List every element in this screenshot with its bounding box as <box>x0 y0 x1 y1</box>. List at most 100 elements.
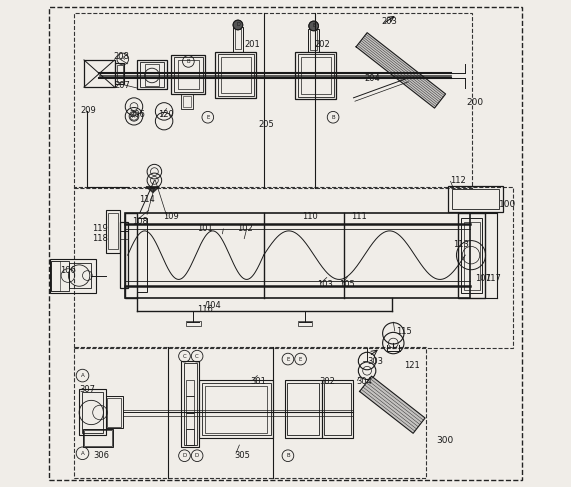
Text: 201: 201 <box>244 40 260 49</box>
Bar <box>284 380 322 438</box>
Bar <box>106 209 120 253</box>
Text: 106: 106 <box>60 266 75 275</box>
Bar <box>83 429 113 448</box>
Text: 307: 307 <box>79 385 95 393</box>
Text: 303: 303 <box>367 356 383 366</box>
Bar <box>202 383 271 435</box>
Bar <box>183 96 191 107</box>
Text: A: A <box>121 56 124 61</box>
Text: 119: 119 <box>93 225 108 233</box>
Bar <box>324 383 351 435</box>
Polygon shape <box>356 33 445 108</box>
Bar <box>120 222 128 288</box>
Bar <box>51 261 70 291</box>
Text: 111: 111 <box>351 212 367 221</box>
Text: D: D <box>182 453 187 458</box>
Text: A: A <box>81 373 85 378</box>
Bar <box>186 396 194 413</box>
Bar <box>181 94 193 109</box>
Bar <box>186 321 200 326</box>
Bar <box>458 213 485 298</box>
Bar <box>308 29 319 52</box>
Bar <box>70 263 91 288</box>
Text: 209: 209 <box>81 107 96 115</box>
Bar <box>116 65 123 82</box>
Text: 202: 202 <box>315 40 331 49</box>
Text: E: E <box>299 356 302 361</box>
Polygon shape <box>360 376 425 433</box>
Bar <box>295 52 336 99</box>
Bar <box>233 27 243 52</box>
Bar <box>174 57 203 92</box>
Text: 105: 105 <box>339 281 355 289</box>
Text: 301: 301 <box>251 377 267 386</box>
Bar <box>206 386 267 433</box>
Bar <box>144 64 159 86</box>
Text: 207: 207 <box>115 81 130 90</box>
Bar <box>464 222 480 290</box>
Bar <box>74 187 513 348</box>
Text: 206: 206 <box>129 110 145 119</box>
Bar <box>115 63 124 84</box>
Text: 104: 104 <box>206 300 221 310</box>
Bar <box>125 213 470 298</box>
Bar <box>186 380 194 396</box>
Text: C: C <box>183 354 186 358</box>
Bar <box>461 218 482 293</box>
Text: A: A <box>132 114 136 119</box>
Text: 114: 114 <box>139 195 155 204</box>
Bar <box>199 380 274 438</box>
Text: 115: 115 <box>396 327 412 337</box>
Bar <box>108 213 118 249</box>
Text: E: E <box>286 356 289 361</box>
Text: 102: 102 <box>237 225 253 233</box>
Text: B: B <box>286 453 289 458</box>
Bar <box>235 29 241 49</box>
Text: 101: 101 <box>197 225 213 233</box>
Text: 103: 103 <box>317 281 333 289</box>
Bar <box>186 413 194 429</box>
Bar <box>218 54 255 96</box>
Text: 205: 205 <box>259 120 275 129</box>
Bar <box>82 392 103 433</box>
Text: 305: 305 <box>235 451 251 460</box>
Text: 100: 100 <box>499 200 516 209</box>
Text: 110: 110 <box>303 212 318 221</box>
Bar <box>140 62 164 87</box>
Text: C: C <box>195 354 199 358</box>
Text: B: B <box>187 59 190 64</box>
Bar <box>138 218 147 292</box>
Text: 120: 120 <box>158 110 174 119</box>
Text: 117: 117 <box>485 275 501 283</box>
Text: A: A <box>81 451 85 456</box>
Text: D: D <box>195 453 199 458</box>
Bar <box>125 213 138 298</box>
Bar <box>215 52 256 98</box>
Bar <box>74 13 472 187</box>
Bar <box>297 54 334 97</box>
Bar <box>183 363 197 445</box>
Bar <box>178 60 199 89</box>
Bar <box>310 30 317 50</box>
Bar <box>107 398 122 427</box>
Bar <box>448 186 503 212</box>
Text: 116: 116 <box>197 304 213 314</box>
Bar <box>452 189 499 208</box>
Text: 113: 113 <box>453 240 469 249</box>
Bar <box>181 361 199 448</box>
Bar <box>138 60 167 89</box>
Text: 204: 204 <box>364 74 380 83</box>
Polygon shape <box>146 187 159 192</box>
Text: 208: 208 <box>113 52 129 61</box>
Text: 107: 107 <box>475 275 490 283</box>
Text: 121: 121 <box>404 361 420 371</box>
Bar <box>301 56 331 94</box>
Bar <box>84 60 115 87</box>
Text: 108: 108 <box>132 217 148 226</box>
Text: 306: 306 <box>94 451 110 460</box>
Bar <box>51 261 60 291</box>
Text: 112: 112 <box>449 176 465 185</box>
Bar <box>297 321 312 326</box>
Bar <box>186 429 194 445</box>
Bar <box>171 55 206 94</box>
